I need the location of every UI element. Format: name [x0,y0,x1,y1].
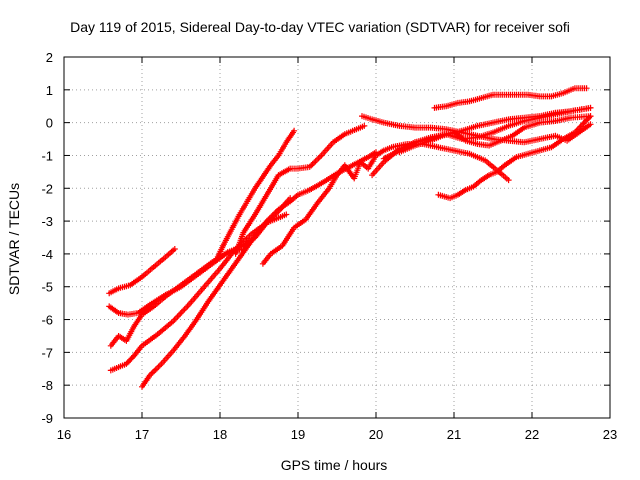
data-point-markers [106,246,178,297]
data-point-markers [380,104,594,162]
y-tick-label: -4 [41,247,53,262]
y-tick-label: -1 [41,148,53,163]
series-arc-14 [435,113,594,202]
y-axis-label: SDTVAR / TECUs [6,183,22,295]
data-point-markers [232,122,368,257]
data-point-markers [359,113,594,146]
y-tick-label: -6 [41,313,53,328]
y-tick-label: 0 [46,116,53,131]
y-tick-label: -9 [41,411,53,426]
x-tick-label: 19 [291,427,305,442]
axis-ticks: 16 17 18 19 20 21 22 23 -9 -8 -7 -6 -5 -4 -3 -2 -1 0 1 2 [41,50,617,442]
y-tick-label: -5 [41,280,53,295]
y-tick-label: 1 [46,83,53,98]
series-arc-11 [380,104,594,162]
series-arc-3 [107,195,294,349]
series-arc-2 [106,246,247,318]
y-tick-label: -2 [41,181,53,196]
series-arc-13 [431,85,590,111]
chart-title: Day 119 of 2015, Sidereal Day-to-day VTE… [70,19,570,35]
plot-border [63,56,611,419]
series-arc-9 [359,113,594,146]
data-point-markers [396,113,594,156]
series-arc-12 [396,113,594,156]
series-arc-4 [107,211,290,374]
data-point-markers [107,195,294,349]
data-point-markers [106,246,247,318]
x-axis-label: GPS time / hours [281,457,388,473]
x-tick-label: 23 [603,427,617,442]
x-tick-label: 21 [447,427,461,442]
x-tick-label: 16 [57,427,71,442]
data-point-markers [213,127,298,264]
x-tick-label: 22 [525,427,539,442]
x-tick-label: 20 [369,427,383,442]
series-layer [106,85,594,390]
grid-lines [64,57,610,418]
y-tick-label: -8 [41,378,53,393]
x-tick-label: 17 [135,427,149,442]
data-point-markers [431,85,590,111]
y-tick-label: -7 [41,345,53,360]
y-tick-label: -3 [41,214,53,229]
series-arc-7 [232,122,368,257]
data-point-markers [435,113,594,202]
series-arc-1 [106,246,178,297]
y-tick-label: 2 [46,50,53,65]
data-point-markers [107,211,290,374]
x-tick-label: 18 [213,427,227,442]
series-arc-6 [213,127,298,264]
